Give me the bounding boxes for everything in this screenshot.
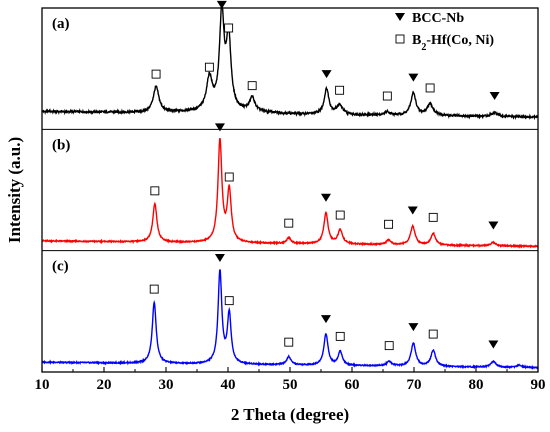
x-tick-label: 60 [345,377,360,393]
b2-marker [335,331,345,341]
b2-marker [151,69,161,79]
bcc-nb-marker [216,0,227,9]
x-tick-label: 30 [159,377,174,393]
panel-c: (c) [41,250,539,371]
b2-marker [224,23,234,33]
panel-b: (b) [41,123,539,249]
bcc-nb-marker [489,92,500,101]
panel-a: (a) [41,0,539,121]
b2-marker [335,210,345,220]
b2-marker [149,284,159,294]
x-tick-label: 10 [35,377,50,393]
bcc-nb-marker [214,253,225,262]
bcc-nb-marker [214,123,225,132]
b2-marker [428,329,438,339]
x-tick-label: 50 [283,377,298,393]
series-line-a [41,2,539,121]
b2-marker [284,337,294,347]
bcc-nb-marker [408,323,419,332]
legend-entry-label: B2-Hf(Co, Ni) [412,33,494,53]
x-tick-label: 70 [407,377,422,393]
x-tick-label: 80 [469,377,484,393]
plot-frame [41,7,539,373]
b2-marker [247,81,257,91]
legend-entry-label: BCC-Nb [412,11,464,26]
bcc-nb-marker [488,221,499,230]
b2-marker [384,219,394,229]
bcc-nb-marker [320,193,331,202]
bcc-nb-marker [488,340,499,349]
b2-marker [335,85,345,95]
b2-marker [284,218,294,228]
y-axis-title: Intensity (a.u.) [5,137,24,243]
bcc-nb-marker [407,206,418,215]
x-axis-title: 2 Theta (degree) [231,405,349,424]
b2-marker [425,83,435,93]
b2-marker [428,212,438,222]
bcc-nb-marker [320,315,331,324]
panel-label: (a) [52,16,70,32]
b2-marker [224,172,234,182]
b2-marker [224,296,234,306]
panel-label: (b) [52,137,70,153]
bcc-nb-marker [408,73,419,82]
x-tick-label: 90 [531,377,546,393]
b2-marker [150,186,160,196]
x-tick-label: 20 [97,377,112,393]
x-tick-label: 40 [221,377,236,393]
b2-marker [382,91,392,101]
b2-marker [204,62,214,72]
bcc-nb-marker [321,70,332,79]
series-line-c [41,269,539,371]
panel-label: (c) [52,259,69,275]
series-line-b [41,137,539,249]
panels-layer: (a) (b) (c) [41,0,539,371]
legend: BCC-Nb B2-Hf(Co, Ni) [395,11,494,53]
b2-marker [384,341,394,351]
axes-layer: 10 20 30 40 50 60 70 80 90 [35,7,546,393]
legend-square-icon [395,34,405,44]
legend-triangle-icon [395,13,405,21]
